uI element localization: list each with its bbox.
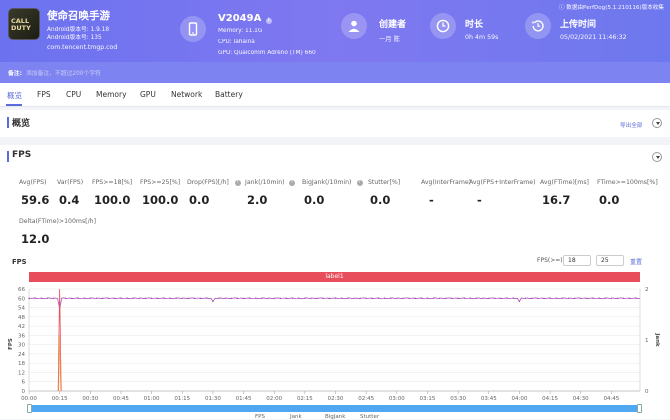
tab-gpu[interactable]: GPU	[140, 90, 156, 99]
tab-battery[interactable]: Battery	[215, 90, 243, 99]
metric-value: 0.0	[599, 193, 620, 207]
upload-value: 05/02/2021 11:46:32	[560, 34, 627, 41]
metric-value: 16.7	[542, 193, 571, 207]
export-all-link[interactable]: 导出全部	[620, 123, 643, 129]
game-android-version: Android版本号: 1.9.18 Android版本号: 135	[47, 26, 109, 42]
tab-network[interactable]: Network	[171, 90, 203, 99]
duration-value: 0h 4m 59s	[465, 34, 499, 41]
help-icon[interactable]: ?	[356, 180, 363, 186]
overview-collapse-button[interactable]	[652, 118, 662, 128]
metric-value: 100.0	[142, 193, 179, 207]
phone-icon	[180, 16, 206, 42]
fps-threshold-input-2[interactable]: 25	[596, 255, 624, 266]
scroll-handle-left[interactable]	[27, 404, 32, 413]
metric-label: Delta(FTime)>100ms[/h]	[19, 218, 97, 225]
legend-item[interactable]: FPS	[255, 414, 265, 420]
version-note: ⓘ 数据由PerfDog(5.1.210116)版本收集	[558, 5, 664, 11]
label-bar[interactable]: label1	[29, 272, 640, 282]
metric-label: Avg(FPS)	[19, 179, 47, 186]
metric-value: 2.0	[247, 193, 268, 207]
android-version-name: Android版本号: 1.9.18	[47, 27, 110, 33]
section-accent	[7, 151, 9, 162]
metric-label: Avg(FPS+InterFrame)	[469, 179, 536, 186]
chart-title: FPS	[12, 258, 27, 266]
tab-overview[interactable]: 概览	[7, 91, 22, 100]
creator-value: 一月 陈	[379, 36, 400, 43]
metric-label: Var(FPS)	[57, 179, 84, 186]
help-icon[interactable]: ?	[289, 180, 295, 186]
remark-bar: 备注: 添加备注，不超过200个字符	[0, 62, 670, 83]
help-icon[interactable]: ?	[234, 180, 241, 186]
metric-value: 0.0	[370, 193, 391, 207]
legend-item[interactable]: Stutter	[360, 414, 380, 420]
game-title: 使命召唤手游	[47, 10, 110, 22]
device-cpu: CPU: lahaina	[218, 39, 255, 45]
tab-bar: 概览 FPS CPU Memory GPU Network Battery	[0, 83, 670, 107]
remark-input[interactable]: 添加备注，不超过200个字符	[26, 71, 101, 77]
remark-label: 备注:	[8, 71, 22, 77]
fps-collapse-button[interactable]	[652, 152, 662, 162]
report-header: CALL DUTY 使命召唤手游 Android版本号: 1.9.18 Andr…	[0, 0, 670, 62]
overview-panel: 概览 导出全部	[0, 110, 670, 137]
legend-item[interactable]: BigJank	[325, 414, 346, 420]
metric-value: 0.4	[59, 193, 80, 207]
legend-item[interactable]: Jank	[290, 414, 302, 420]
metric-label: FPS>=25[%]	[140, 179, 181, 186]
metric-value: 59.6	[21, 193, 50, 207]
android-version-code: Android版本号: 135	[47, 35, 102, 41]
clock-icon	[430, 13, 456, 39]
fps-threshold-label: FPS(>=)	[537, 257, 563, 264]
scroll-handle-right[interactable]	[637, 404, 642, 413]
tab-fps[interactable]: FPS	[37, 90, 51, 99]
metric-label: FTime>=100ms[%]	[597, 179, 658, 186]
creator-label: 创建者	[379, 20, 407, 30]
fps-section-title: FPS	[12, 150, 32, 160]
tab-cpu[interactable]: CPU	[66, 90, 82, 99]
metric-label: Jank(/10min)	[245, 179, 285, 186]
metric-label: Avg(InterFrame)	[421, 179, 472, 186]
game-icon: CALL DUTY	[8, 8, 40, 40]
fps-panel	[0, 145, 670, 419]
metric-label: Drop(FPS)[/h]	[187, 179, 229, 186]
metric-value: -	[477, 193, 482, 207]
metric-label: FPS>=18[%]	[92, 179, 133, 186]
device-memory: Memory: 11.1G	[218, 28, 263, 34]
metric-value: 100.0	[94, 193, 131, 207]
metric-value: -	[429, 193, 434, 207]
duration-label: 时长	[465, 20, 484, 30]
fps-threshold-input-1[interactable]: 18	[563, 255, 591, 266]
upload-label: 上传时间	[560, 20, 597, 30]
device-gpu: GPU: Qualcomm Adreno (TM) 660	[218, 50, 316, 56]
metric-value: 0.0	[189, 193, 210, 207]
game-package: com.tencent.tmgp.cod	[47, 44, 118, 51]
metric-label: Avg(FTime)[ms]	[540, 179, 589, 186]
game-icon-text: CALL DUTY	[11, 17, 31, 32]
device-name: V2049A i	[218, 13, 272, 24]
history-icon	[525, 13, 551, 39]
overview-title: 概览	[12, 119, 31, 129]
active-tab-indicator	[6, 104, 22, 106]
user-icon	[341, 13, 367, 39]
metric-label: Stutter[%]	[368, 179, 401, 186]
section-accent	[7, 117, 9, 128]
tab-memory[interactable]: Memory	[96, 90, 127, 99]
metric-value: 0.0	[304, 193, 325, 207]
metric-value: 12.0	[21, 232, 50, 246]
reset-link[interactable]: 重置	[630, 259, 643, 266]
metric-label: BigJank(/10min)	[302, 179, 352, 186]
info-icon[interactable]: i	[265, 18, 272, 24]
time-scrollbar[interactable]	[27, 404, 642, 413]
